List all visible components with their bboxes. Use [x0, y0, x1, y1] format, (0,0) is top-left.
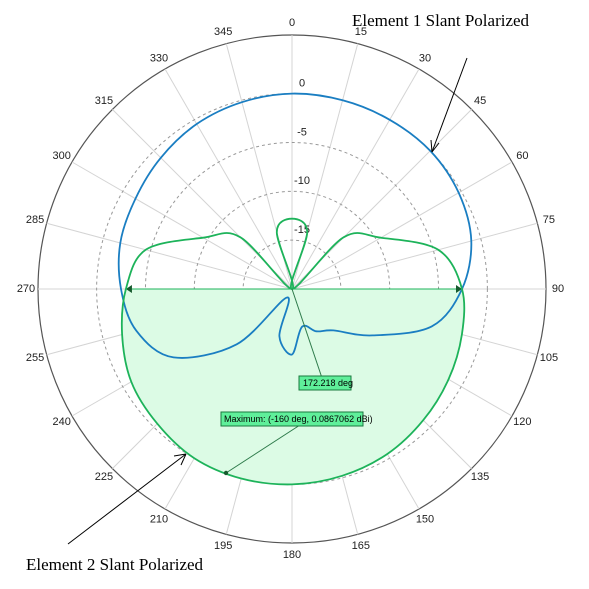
annotation: Maximum: (-160 deg, 0.0867062 dBi) — [224, 414, 373, 424]
angle-label: 195 — [214, 540, 232, 552]
series-line — [120, 217, 466, 486]
angle-label: 30 — [419, 53, 431, 65]
angle-label: 240 — [52, 416, 70, 428]
spoke — [46, 222, 293, 290]
angle-label: 285 — [26, 214, 44, 226]
spoke — [291, 68, 420, 290]
spoke — [291, 222, 538, 290]
angle-label: 330 — [150, 53, 168, 65]
series-label: Element 2 Slant Polarized — [26, 555, 204, 574]
spoke — [164, 68, 293, 290]
arrow-head — [173, 453, 187, 466]
angle-label: 0 — [289, 17, 295, 29]
angle-label: 120 — [513, 416, 531, 428]
angle-label: 270 — [17, 283, 35, 295]
annotation: 172.218 deg — [303, 378, 353, 388]
angle-label: 345 — [214, 26, 232, 38]
angle-label: 300 — [52, 150, 70, 162]
highlight-area — [121, 289, 465, 485]
series-label: Element 1 Slant Polarized — [352, 11, 530, 30]
angle-label: 60 — [516, 150, 528, 162]
cursor-marker — [125, 285, 132, 293]
spoke — [291, 161, 513, 290]
angle-label: 15 — [355, 26, 367, 38]
cursor-marker — [455, 285, 462, 293]
r-tick-label: -10 — [294, 175, 310, 187]
angle-label: 45 — [474, 95, 486, 107]
angle-label: 255 — [26, 352, 44, 364]
annotation-box — [298, 375, 352, 391]
max-marker — [223, 470, 229, 476]
angle-label: 90 — [552, 283, 564, 295]
series-line — [117, 92, 473, 359]
r-tick-label: -5 — [297, 126, 307, 138]
r-tick-label: 0 — [299, 78, 305, 90]
pointer-arrow — [431, 57, 468, 153]
pointer-arrow — [67, 453, 187, 545]
angle-label: 75 — [543, 214, 555, 226]
angle-label: 315 — [95, 95, 113, 107]
arrow-head — [430, 139, 440, 153]
annotation-box — [220, 411, 364, 427]
angle-label: 180 — [283, 549, 301, 561]
annotation-line — [225, 424, 301, 474]
spoke — [71, 161, 293, 290]
angle-label: 135 — [471, 471, 489, 483]
angle-label: 165 — [352, 540, 370, 552]
angle-label: 150 — [416, 513, 434, 525]
angle-label: 105 — [540, 352, 558, 364]
angle-label: 225 — [95, 471, 113, 483]
annotation-line — [291, 288, 323, 379]
angle-label: 210 — [150, 513, 168, 525]
